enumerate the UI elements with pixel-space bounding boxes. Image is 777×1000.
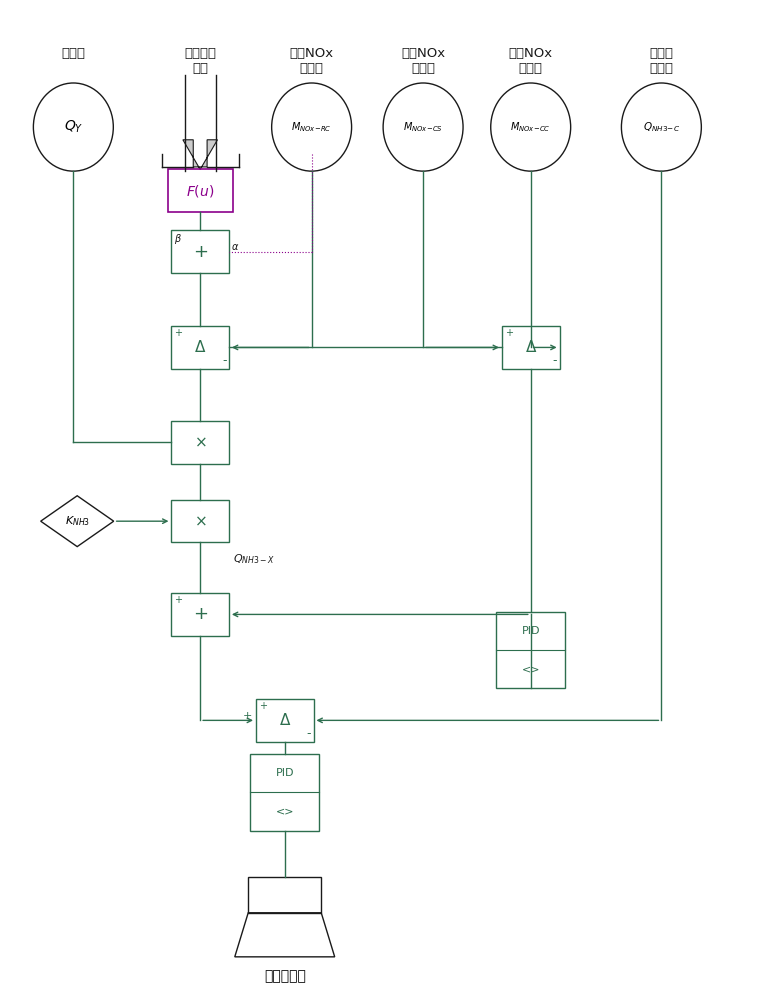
Text: PID: PID [521, 626, 540, 636]
Text: 出口NOx
测量值: 出口NOx 测量值 [509, 47, 552, 75]
Text: $\Delta$: $\Delta$ [524, 339, 537, 355]
Text: PID: PID [276, 768, 294, 778]
Text: $Q_Y$: $Q_Y$ [64, 119, 83, 135]
Text: 喷氨调节阀: 喷氨调节阀 [264, 970, 305, 984]
Text: 入口NOx
测量值: 入口NOx 测量值 [290, 47, 333, 75]
Text: +: + [174, 595, 183, 605]
Text: +: + [242, 711, 252, 721]
Text: $M_{NOx\!-\!CC}$: $M_{NOx\!-\!CC}$ [510, 120, 551, 134]
Text: -: - [307, 727, 312, 740]
Text: $\Delta$: $\Delta$ [279, 712, 291, 728]
Text: +: + [193, 605, 207, 623]
Text: 各敏感性
因素: 各敏感性 因素 [184, 47, 216, 75]
Text: -: - [222, 354, 227, 367]
Text: $M_{NOx\!-\!CS}$: $M_{NOx\!-\!CS}$ [403, 120, 443, 134]
Text: $M_{NOx\!-\!RC}$: $M_{NOx\!-\!RC}$ [291, 120, 332, 134]
Text: $K_{NH3}$: $K_{NH3}$ [64, 514, 90, 528]
Text: 喷氨量
测量值: 喷氨量 测量值 [650, 47, 674, 75]
Text: $\times$: $\times$ [193, 435, 207, 450]
Text: $\beta$: $\beta$ [174, 232, 183, 246]
Text: $\times$: $\times$ [193, 514, 207, 529]
Text: 烟气量: 烟气量 [61, 47, 85, 60]
Text: +: + [174, 328, 183, 338]
Text: 出口NOx
设定值: 出口NOx 设定值 [401, 47, 445, 75]
Text: <>: <> [521, 664, 540, 674]
Text: $F(u)$: $F(u)$ [186, 183, 214, 199]
Text: -: - [552, 354, 557, 367]
Text: $\Delta$: $\Delta$ [194, 339, 207, 355]
Text: <>: <> [276, 806, 294, 816]
Text: $\alpha$: $\alpha$ [232, 242, 239, 252]
Text: +: + [259, 701, 267, 711]
Polygon shape [183, 140, 218, 169]
Text: +: + [505, 328, 513, 338]
Text: $Q_{NH3\!-\!C}$: $Q_{NH3\!-\!C}$ [643, 120, 680, 134]
Text: +: + [193, 243, 207, 261]
Text: $Q_{NH3-X}$: $Q_{NH3-X}$ [233, 552, 275, 566]
